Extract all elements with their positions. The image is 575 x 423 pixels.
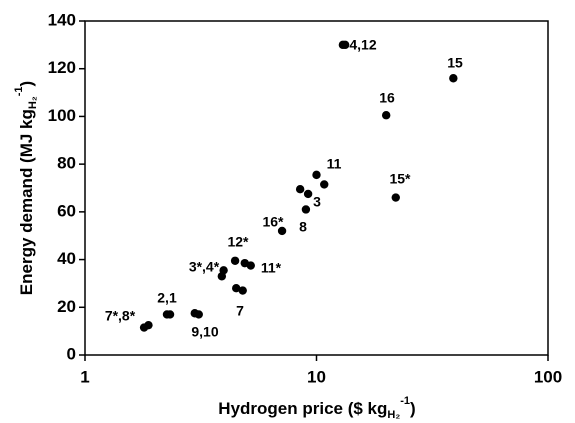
data-point [340, 40, 350, 50]
point-annotation: 15* [389, 171, 411, 187]
x-label-main: Hydrogen price ($ kg [218, 399, 387, 418]
y-tick-label: 40 [57, 249, 76, 268]
data-point [217, 272, 227, 281]
data-point [391, 193, 400, 202]
point-annotation: 3 [313, 194, 321, 210]
point-annotation: 16 [379, 90, 395, 106]
y-tick-label: 20 [57, 297, 76, 316]
y-tick-label: 80 [57, 154, 76, 173]
data-point [230, 256, 240, 265]
point-annotation: 11* [261, 260, 282, 276]
y-label-end: ) [17, 81, 36, 87]
x-label-sup: -1 [400, 395, 410, 407]
data-point [303, 189, 313, 199]
data-point [144, 320, 153, 330]
data-point [295, 184, 305, 194]
data-point [381, 111, 391, 120]
y-tick-label: 0 [67, 344, 76, 363]
data-point [320, 180, 329, 189]
data-point [232, 284, 241, 293]
point-annotation: 15 [447, 55, 463, 71]
data-point [277, 226, 287, 236]
y-tick-label: 120 [48, 58, 76, 77]
y-tick-label: 100 [48, 106, 76, 125]
x-label-end: ) [410, 399, 416, 418]
point-annotation: 12* [227, 234, 249, 250]
point-annotation: 3*,4* [189, 259, 220, 275]
data-point [238, 286, 247, 295]
data-point [246, 261, 255, 270]
point-annotation: 7*,8* [105, 308, 136, 324]
x-tick-label: 100 [534, 367, 562, 386]
plot-frame [84, 20, 549, 356]
point-annotation: 7 [236, 303, 244, 319]
x-tick-label: 10 [307, 367, 326, 386]
x-axis-label: Hydrogen price ($ kgH₂-1) [218, 395, 415, 421]
data-point [449, 74, 458, 83]
point-annotation: 9,10 [191, 324, 218, 340]
data-point [165, 310, 175, 319]
x-label-sub: H₂ [387, 409, 400, 421]
point-annotation: 11 [327, 156, 342, 172]
y-label-sub: H₂ [27, 96, 39, 109]
data-point [312, 170, 321, 180]
y-label-sup: -1 [13, 86, 25, 96]
data-point [301, 205, 311, 214]
point-annotation: 8 [299, 219, 307, 235]
point-annotation: 4,12 [349, 37, 376, 53]
point-annotation: 2,1 [157, 290, 177, 306]
point-annotation: 16* [262, 214, 284, 230]
y-label-main: Energy demand (MJ kg [17, 109, 36, 295]
y-tick-label: 140 [48, 10, 76, 29]
x-tick-label: 1 [80, 367, 89, 386]
y-tick-label: 60 [57, 201, 76, 220]
data-point [194, 310, 203, 319]
y-axis-label: Energy demand (MJ kgH₂-1) [13, 81, 39, 295]
